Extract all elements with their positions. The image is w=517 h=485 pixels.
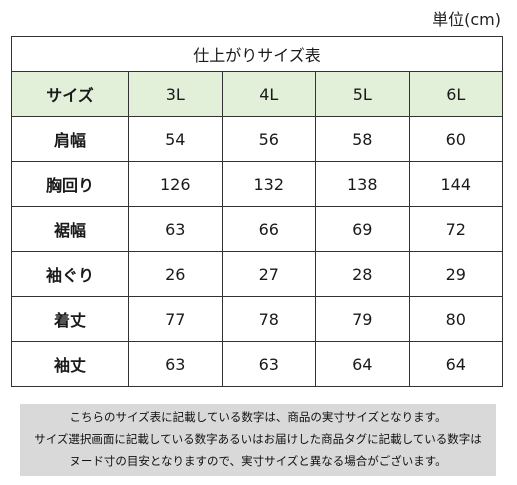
cell-value: 28 (315, 251, 410, 297)
table-row: 胸回り 126 132 138 144 (11, 161, 503, 207)
cell-value: 126 (128, 161, 223, 207)
row-label: 胸回り (11, 161, 129, 207)
size-header-5l: 5L (315, 71, 410, 117)
size-table: 仕上がりサイズ表 サイズ 3L 4L 5L 6L 肩幅 54 56 58 60 … (11, 36, 503, 387)
row-label: 肩幅 (11, 116, 129, 162)
size-header-4l: 4L (221, 71, 316, 117)
table-row: 袖ぐり 26 27 28 29 (11, 251, 503, 297)
cell-value: 63 (128, 341, 223, 387)
cell-value: 72 (408, 206, 503, 252)
size-header-3l: 3L (128, 71, 223, 117)
cell-value: 63 (221, 341, 316, 387)
note-line: サイズ選択画面に記載している数字あるいはお届けした商品タグに記載している数字は (34, 432, 482, 446)
size-header-6l: 6L (408, 71, 503, 117)
cell-value: 138 (315, 161, 410, 207)
table-header-row: サイズ 3L 4L 5L 6L (11, 71, 503, 117)
cell-value: 56 (221, 116, 316, 162)
size-header-label: サイズ (11, 71, 129, 117)
row-label: 裾幅 (11, 206, 129, 252)
table-row: 裾幅 63 66 69 72 (11, 206, 503, 252)
cell-value: 63 (128, 206, 223, 252)
table-row: 着丈 77 78 79 80 (11, 296, 503, 342)
measurement-note: こちらのサイズ表に記載している数字は、商品の実寸サイズとなります。 サイズ選択画… (20, 404, 496, 476)
cell-value: 58 (315, 116, 410, 162)
row-label: 袖丈 (11, 341, 129, 387)
cell-value: 69 (315, 206, 410, 252)
cell-value: 79 (315, 296, 410, 342)
unit-label: 単位(cm) (432, 10, 501, 29)
cell-value: 66 (221, 206, 316, 252)
note-line: こちらのサイズ表に記載している数字は、商品の実寸サイズとなります。 (69, 410, 447, 424)
cell-value: 80 (408, 296, 503, 342)
cell-value: 54 (128, 116, 223, 162)
cell-value: 26 (128, 251, 223, 297)
cell-value: 64 (408, 341, 503, 387)
cell-value: 132 (221, 161, 316, 207)
row-label: 着丈 (11, 296, 129, 342)
cell-value: 78 (221, 296, 316, 342)
table-title: 仕上がりサイズ表 (11, 36, 503, 72)
note-line: ヌード寸の目安となりますので、実寸サイズと異なる場合がございます。 (69, 454, 447, 468)
cell-value: 77 (128, 296, 223, 342)
table-row: 肩幅 54 56 58 60 (11, 116, 503, 162)
table-row: 袖丈 63 63 64 64 (11, 341, 503, 387)
cell-value: 64 (315, 341, 410, 387)
cell-value: 144 (408, 161, 503, 207)
table-title-row: 仕上がりサイズ表 (11, 36, 503, 72)
cell-value: 29 (408, 251, 503, 297)
row-label: 袖ぐり (11, 251, 129, 297)
cell-value: 27 (221, 251, 316, 297)
cell-value: 60 (408, 116, 503, 162)
